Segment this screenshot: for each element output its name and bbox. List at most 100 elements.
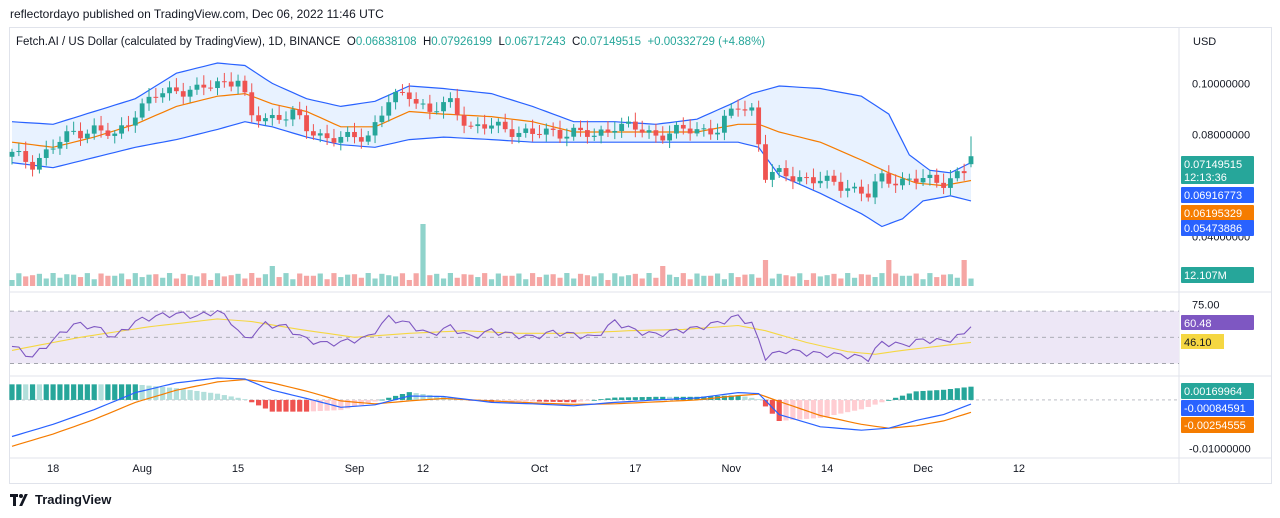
volume-bar <box>639 278 645 286</box>
macd-histogram-bar <box>879 399 885 403</box>
candle-body <box>441 102 446 112</box>
volume-bar <box>804 279 810 286</box>
candle-body <box>612 130 618 133</box>
macd-histogram-bar <box>653 396 659 400</box>
candle-body <box>57 141 63 149</box>
volume-bar <box>125 279 132 286</box>
chart-frame[interactable] <box>9 27 1272 484</box>
volume-bar <box>851 277 858 286</box>
time-axis-tick: Oct <box>531 463 548 475</box>
candle-body <box>139 103 145 118</box>
macd-histogram-bar <box>756 399 762 400</box>
candle-body <box>804 177 809 179</box>
volume-bar <box>906 275 912 286</box>
volume-bar <box>968 278 974 286</box>
candle-body <box>372 122 378 136</box>
volume-bar <box>488 279 495 286</box>
candle-body <box>749 107 755 111</box>
volume-bar <box>769 278 775 286</box>
macd-histogram-bar <box>920 390 926 400</box>
bollinger-lower-line <box>11 121 972 228</box>
volume-bar <box>221 276 227 286</box>
volume-bar <box>749 274 755 286</box>
candle-body <box>948 178 953 188</box>
macd-histogram-bar <box>166 387 173 400</box>
macd-histogram-bar <box>612 397 618 400</box>
candle-body <box>427 103 433 112</box>
volume-bar <box>858 274 864 286</box>
time-axis-tick: Sep <box>345 463 365 475</box>
volume-bar <box>941 274 947 286</box>
macd-histogram-bar <box>899 395 906 400</box>
macd-histogram-bar <box>351 399 358 407</box>
macd-histogram-bar <box>105 384 111 400</box>
volume-bar <box>393 276 399 286</box>
volume-bar <box>742 274 748 286</box>
volume-bar <box>632 273 638 286</box>
candle-body <box>242 80 248 93</box>
candle-body <box>420 103 426 105</box>
macd-histogram-bar <box>530 399 536 402</box>
candle-body <box>98 125 104 131</box>
bb-basis-label-bg <box>1181 205 1254 221</box>
macd-histogram-bar <box>139 384 145 400</box>
bb-lower-label-bg <box>1181 220 1254 236</box>
volume-bar <box>91 279 97 286</box>
volume-bar <box>29 275 36 286</box>
candle-body <box>413 99 419 104</box>
volume-bar <box>735 277 741 286</box>
candle-body <box>619 123 625 131</box>
candle-body <box>626 121 631 124</box>
macd-histogram-bar <box>290 399 296 412</box>
volume-bar <box>899 275 906 286</box>
candle-body <box>838 181 844 191</box>
legend-close-label: C <box>572 36 581 48</box>
volume-label-bg <box>1181 267 1254 283</box>
tradingview-logo-icon <box>10 493 30 506</box>
candle-body <box>30 161 35 170</box>
macd-histogram-bar <box>386 397 392 400</box>
macd-histogram-bar <box>146 385 152 400</box>
volume-bar <box>84 273 90 286</box>
volume-bar <box>824 275 830 286</box>
volume-bar <box>667 274 673 286</box>
candle-body <box>530 128 535 134</box>
volume-bar <box>783 275 789 286</box>
volume-bar <box>694 273 700 286</box>
macd-histogram-bar <box>338 399 344 411</box>
volume-bar <box>201 273 207 286</box>
candle-body <box>831 175 837 182</box>
volume-bar <box>523 279 529 286</box>
macd-histogram-bar <box>934 390 940 400</box>
candle-body <box>283 119 289 121</box>
macd-histogram-bar <box>762 399 769 407</box>
candle-body <box>146 96 152 104</box>
volume-bar <box>365 273 371 286</box>
tradingview-footer[interactable]: TradingView <box>10 492 111 507</box>
volume-bar <box>283 273 289 286</box>
candle-body <box>934 174 940 183</box>
volume-bar <box>482 273 488 286</box>
macd-histogram-bar <box>523 399 529 402</box>
volume-bar <box>461 274 467 286</box>
volume-bar <box>276 277 282 286</box>
macd-histogram-bar <box>310 399 316 412</box>
candle-body <box>112 133 118 136</box>
volume-bar <box>584 275 590 286</box>
volume-bar <box>475 277 481 286</box>
candle-body <box>208 87 214 89</box>
bb-lower-label-text: 0.05473886 <box>1184 223 1242 235</box>
volume-bar <box>879 273 885 286</box>
candle-body <box>324 133 330 139</box>
candle-body <box>845 188 851 191</box>
volume-bar <box>228 275 234 286</box>
volume-bar <box>605 279 611 286</box>
macd-histogram-bar <box>947 389 954 400</box>
macd-histogram-bar <box>543 399 549 402</box>
volume-bar <box>564 273 570 286</box>
candle-body <box>632 121 638 130</box>
macd-histogram-bar <box>598 399 604 400</box>
candle-body <box>221 81 227 83</box>
macd-histogram-bar <box>393 395 399 400</box>
